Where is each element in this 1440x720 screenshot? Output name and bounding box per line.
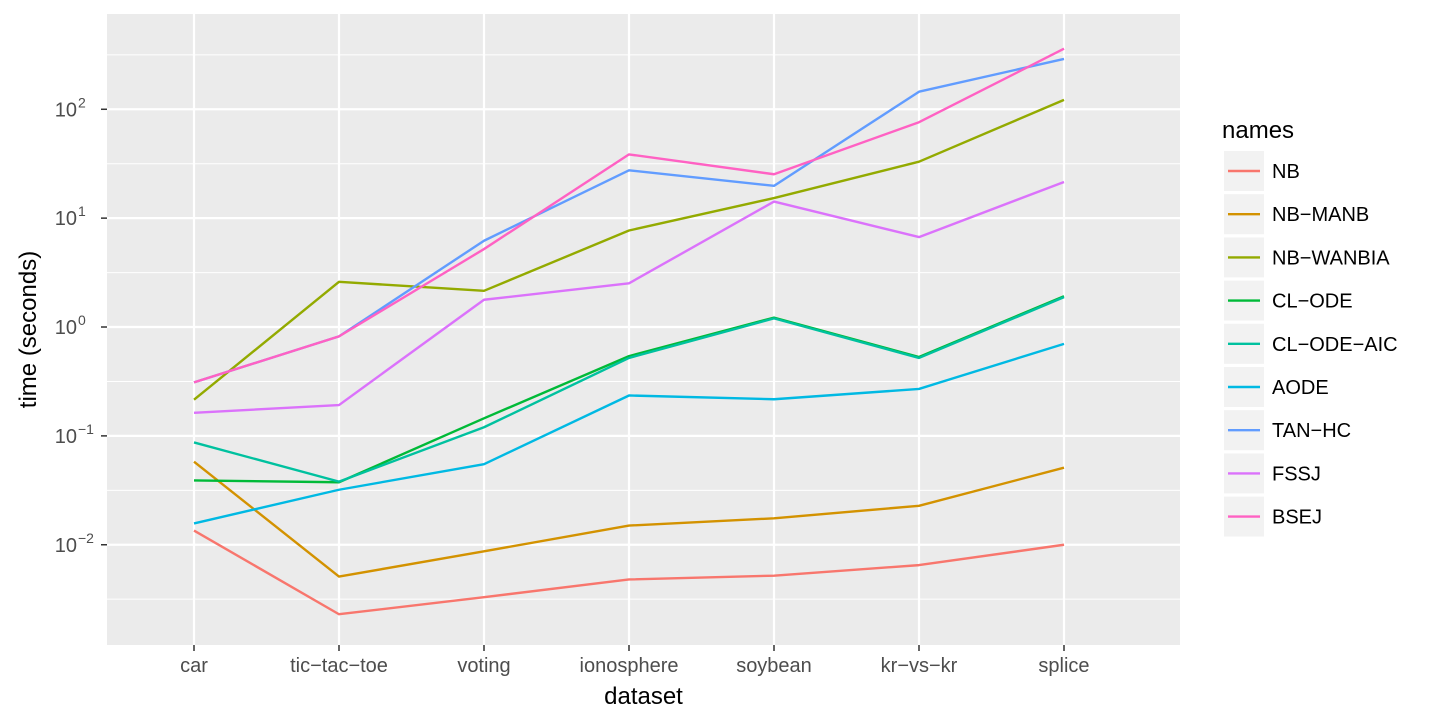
- legend-label: NB: [1272, 161, 1300, 183]
- y-tick-label: 10: [55, 426, 77, 448]
- x-axis: car tic−tac−toe voting ionosphere soybean kr−…: [180, 645, 1090, 677]
- series-line: [193, 296, 1065, 483]
- series-line: [193, 342, 1065, 525]
- y-tick-exponent: −2: [78, 530, 94, 546]
- major-gridlines: [107, 14, 1180, 645]
- y-tick-label: 10: [55, 535, 77, 557]
- panel-background: [107, 14, 1180, 645]
- y-tick-exponent: 0: [78, 312, 86, 328]
- series-line: [193, 98, 1065, 401]
- legend-label: NB−MANB: [1272, 204, 1369, 226]
- legend-label: CL−ODE: [1272, 291, 1353, 313]
- y-tick-exponent: −1: [78, 421, 94, 437]
- y-tick-exponent: 1: [78, 203, 86, 219]
- y-axis-title: time (seconds): [15, 251, 42, 408]
- series-lines: [193, 47, 1065, 616]
- x-tick-label: voting: [457, 655, 510, 677]
- y-tick-label: 10: [55, 208, 77, 230]
- series-line: [193, 460, 1065, 578]
- x-axis-title: dataset: [604, 683, 683, 710]
- x-tick-label: kr−vs−kr: [881, 655, 958, 677]
- series-line: [193, 180, 1065, 414]
- series-line: [193, 529, 1065, 616]
- x-tick-label: soybean: [736, 655, 812, 677]
- x-tick-label: ionosphere: [580, 655, 679, 677]
- legend-label: NB−WANBIA: [1272, 247, 1390, 269]
- series-line: [193, 47, 1065, 384]
- x-tick-label: car: [180, 655, 208, 677]
- minor-gridlines: [107, 54, 1180, 600]
- legend-title: names: [1222, 117, 1294, 144]
- legend-label: BSEJ: [1272, 507, 1322, 529]
- legend-label: FSSJ: [1272, 463, 1321, 485]
- x-tick-label: splice: [1038, 655, 1089, 677]
- legend-items: NB NB−MANB NB−WANBIA CL−ODE CL−ODE−AIC AODE TA…: [1224, 151, 1398, 537]
- legend-label: AODE: [1272, 377, 1329, 399]
- y-tick-exponent: 2: [78, 94, 86, 110]
- y-tick-label: 10: [55, 99, 77, 121]
- x-tick-label: tic−tac−toe: [290, 655, 388, 677]
- y-tick-label: 10: [55, 317, 77, 339]
- legend-label: CL−ODE−AIC: [1272, 334, 1398, 356]
- legend-label: TAN−HC: [1272, 420, 1351, 442]
- legend: names NB NB−MANB NB−WANBIA CL−ODE CL−ODE−AIC…: [1222, 117, 1398, 537]
